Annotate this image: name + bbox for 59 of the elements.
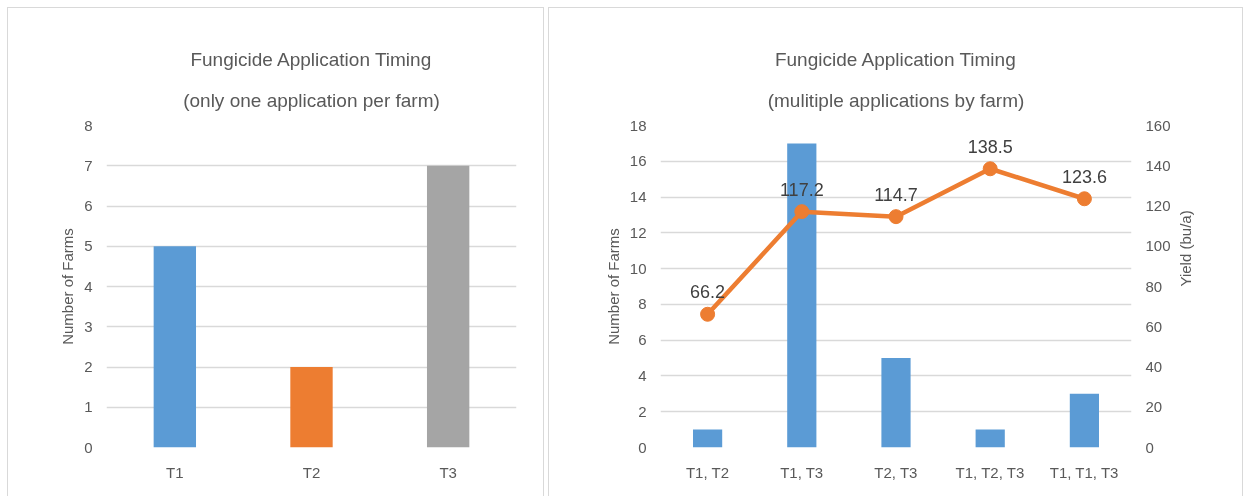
data-label: 66.2 [690, 282, 726, 303]
y-tick-label: 2 [84, 358, 93, 375]
y-axis-title: Number of Farms [604, 228, 622, 345]
y-tick-label: 7 [84, 156, 93, 174]
y-tick-label: 8 [638, 295, 647, 313]
bar [693, 429, 723, 448]
y-tick-label: 14 [629, 188, 647, 206]
point [700, 306, 716, 322]
y-tick-label: 1 [84, 398, 93, 416]
x-tick-label: T2 [302, 463, 321, 481]
x-tick-label: T1, T3 [780, 463, 824, 481]
chart-subtitle: (only one application per farm) [183, 89, 440, 111]
chart-title: Fungicide Application Timing [190, 48, 432, 70]
y2-axis-title: Yield (bu/a) [1177, 210, 1195, 287]
y2-tick-label: 0 [1145, 438, 1154, 456]
y2-tick-label: 60 [1145, 317, 1163, 335]
y-tick-label: 8 [84, 116, 93, 134]
point [888, 209, 904, 225]
data-label: 114.7 [874, 184, 918, 205]
x-tick-label: T1, T2 [685, 463, 730, 481]
bar [1069, 393, 1099, 448]
bar [290, 367, 333, 448]
y2-tick-label: 20 [1145, 398, 1163, 416]
point [794, 204, 810, 220]
y-tick-label: 12 [629, 223, 647, 241]
y2-tick-label: 120 [1145, 197, 1171, 214]
y-tick-label: 2 [638, 402, 647, 420]
y-tick-label: 4 [84, 277, 93, 295]
chart-title: Fungicide Application Timing [774, 48, 1016, 70]
y-tick-label: 0 [638, 438, 647, 456]
x-tick-label: T1, T1, T3 [1049, 463, 1119, 481]
y2-tick-label: 140 [1145, 156, 1171, 174]
y2-tick-label: 40 [1145, 358, 1163, 375]
bar [426, 165, 470, 448]
bar [975, 429, 1005, 448]
y-tick-label: 0 [84, 438, 93, 456]
chart-subtitle: (mulitiple applications by farm) [767, 89, 1025, 111]
y-tick-label: 3 [84, 317, 93, 335]
y2-tick-label: 100 [1145, 237, 1171, 255]
bar [153, 246, 197, 448]
y-tick-label: 4 [638, 366, 647, 384]
data-label: 138.5 [967, 136, 1013, 157]
y-tick-label: 10 [629, 259, 647, 277]
y2-tick-label: 80 [1145, 277, 1163, 295]
point [982, 161, 998, 177]
y-tick-label: 18 [629, 116, 647, 134]
x-tick-label: T1, T2, T3 [955, 463, 1025, 481]
y-tick-label: 16 [629, 152, 647, 170]
y-axis-title: Number of Farms [59, 228, 77, 345]
y-tick-label: 6 [84, 197, 93, 214]
x-tick-label: T2, T3 [874, 463, 918, 481]
point [1076, 191, 1092, 207]
y2-tick-label: 160 [1145, 116, 1171, 134]
x-tick-label: T1 [166, 463, 184, 481]
x-tick-label: T3 [439, 463, 457, 481]
y-tick-label: 6 [638, 331, 647, 349]
data-label: 123.6 [1061, 166, 1107, 187]
bar [881, 358, 911, 448]
y-tick-label: 5 [84, 237, 93, 255]
